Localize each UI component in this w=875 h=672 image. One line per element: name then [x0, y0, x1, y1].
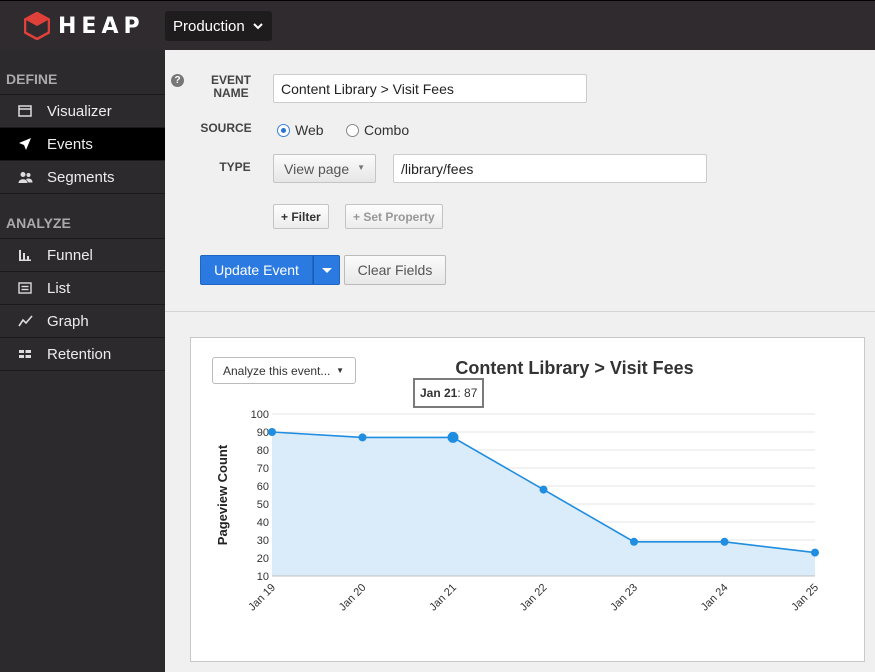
y-tick-label: 20	[257, 553, 269, 565]
help-icon[interactable]: ?	[171, 74, 184, 87]
sidebar-item-label: Events	[47, 135, 93, 153]
type-select-value: View page	[284, 161, 350, 177]
sidebar-item-label: Funnel	[47, 246, 93, 264]
paper-plane-icon	[17, 136, 33, 152]
path-input[interactable]	[393, 154, 707, 183]
sidebar: DEFINE Visualizer Events Segments ANALYZ…	[0, 50, 165, 672]
y-tick-label: 90	[257, 427, 269, 439]
x-tick-label: Jan 21	[427, 582, 459, 614]
sidebar-item-label: Visualizer	[47, 102, 112, 120]
sidebar-item-events[interactable]: Events	[0, 128, 165, 161]
list-icon	[17, 280, 33, 296]
heap-logo[interactable]: HEAP	[24, 12, 145, 40]
y-tick-label: 50	[257, 499, 269, 511]
update-event-dropdown-button[interactable]	[313, 255, 340, 285]
y-tick-label: 80	[257, 445, 269, 457]
bar-chart-icon	[17, 247, 33, 263]
x-tick-label: Jan 24	[699, 582, 731, 614]
sidebar-item-segments[interactable]: Segments	[0, 161, 165, 194]
x-tick-label: Jan 23	[608, 582, 640, 614]
type-select[interactable]: View page ▼	[273, 154, 376, 183]
data-point	[720, 537, 729, 546]
caret-down-icon: ▼	[357, 163, 365, 172]
tooltip-date: Jan 21	[420, 386, 458, 400]
line-chart: 10 20 30 40 50 60 70 80 90 100 Jan 19 Jan 20 Jan 21 J…	[215, 409, 821, 614]
source-radio-combo[interactable]: Combo	[346, 122, 409, 138]
tooltip-value: : 87	[457, 386, 478, 400]
y-tick-label: 60	[257, 481, 269, 493]
sidebar-item-visualizer[interactable]: Visualizer	[0, 95, 165, 128]
chart-title: Content Library > Visit Fees	[455, 358, 694, 378]
chart-card: 10 20 30 40 50 60 70 80 90 100 Jan 19 Jan 20 Jan 21 J…	[190, 337, 865, 662]
data-point	[539, 485, 548, 494]
radio-selected-icon	[277, 123, 290, 137]
radio-label: Web	[295, 122, 324, 138]
sidebar-item-label: Retention	[47, 345, 112, 363]
event-name-label-line2: NAME	[213, 86, 249, 100]
section-divider	[165, 311, 875, 312]
radio-unselected-icon	[346, 123, 359, 137]
environment-dropdown[interactable]: Production	[165, 11, 272, 41]
line-graph-icon	[17, 313, 33, 329]
logo-text: HEAP	[58, 13, 145, 39]
sidebar-item-retention[interactable]: Retention	[0, 338, 165, 371]
x-tick-label: Jan 20	[337, 582, 369, 614]
sidebar-item-funnel[interactable]: Funnel	[0, 239, 165, 272]
sidebar-item-label: List	[47, 279, 71, 297]
sidebar-item-label: Segments	[47, 168, 115, 186]
sidebar-item-graph[interactable]: Graph	[0, 305, 165, 338]
top-bar: HEAP Production	[0, 0, 875, 50]
sidebar-item-list[interactable]: List	[0, 272, 165, 305]
window-icon	[17, 103, 33, 119]
add-filter-button[interactable]: + Filter	[273, 204, 329, 229]
radio-label: Combo	[364, 122, 410, 138]
y-tick-label: 40	[257, 517, 269, 529]
data-point	[268, 428, 276, 436]
y-tick-label: 70	[257, 463, 269, 475]
event-name-label-line1: EVENT	[210, 73, 251, 87]
source-label: SOURCE	[200, 121, 252, 135]
chevron-down-icon	[252, 19, 264, 36]
grid-icon	[17, 346, 33, 362]
clear-fields-button[interactable]: Clear Fields	[344, 255, 446, 285]
event-name-label: EVENT NAME	[205, 74, 257, 100]
hexagon-logo-icon	[24, 12, 50, 40]
data-point	[447, 431, 459, 443]
set-property-button[interactable]: + Set Property	[345, 204, 443, 229]
x-tick-label: Jan 25	[789, 582, 821, 614]
data-point	[811, 548, 819, 557]
x-tick-label: Jan 19	[246, 582, 278, 614]
analyze-event-dropdown[interactable]: Analyze this event... ▼	[212, 357, 356, 384]
caret-down-icon: ▼	[336, 366, 344, 375]
update-event-button[interactable]: Update Event	[200, 255, 313, 285]
users-icon	[17, 169, 33, 185]
y-tick-label: 10	[257, 571, 269, 583]
data-point	[358, 433, 367, 442]
source-radio-web[interactable]: Web	[277, 122, 324, 138]
y-axis-label: Pageview Count	[215, 444, 230, 545]
y-tick-label: 100	[251, 409, 269, 421]
event-name-input[interactable]	[273, 74, 587, 103]
area-fill	[272, 432, 815, 576]
analyze-heading: ANALYZE	[0, 194, 165, 239]
type-label: TYPE	[219, 160, 251, 174]
analyze-event-label: Analyze this event...	[223, 364, 331, 378]
environment-label: Production	[173, 17, 245, 35]
sidebar-item-label: Graph	[47, 312, 89, 330]
y-tick-label: 30	[257, 535, 269, 547]
x-tick-label: Jan 22	[518, 582, 550, 614]
define-heading: DEFINE	[0, 50, 165, 95]
chart-tooltip: Jan 21: 87	[413, 378, 485, 408]
data-point	[630, 537, 638, 546]
